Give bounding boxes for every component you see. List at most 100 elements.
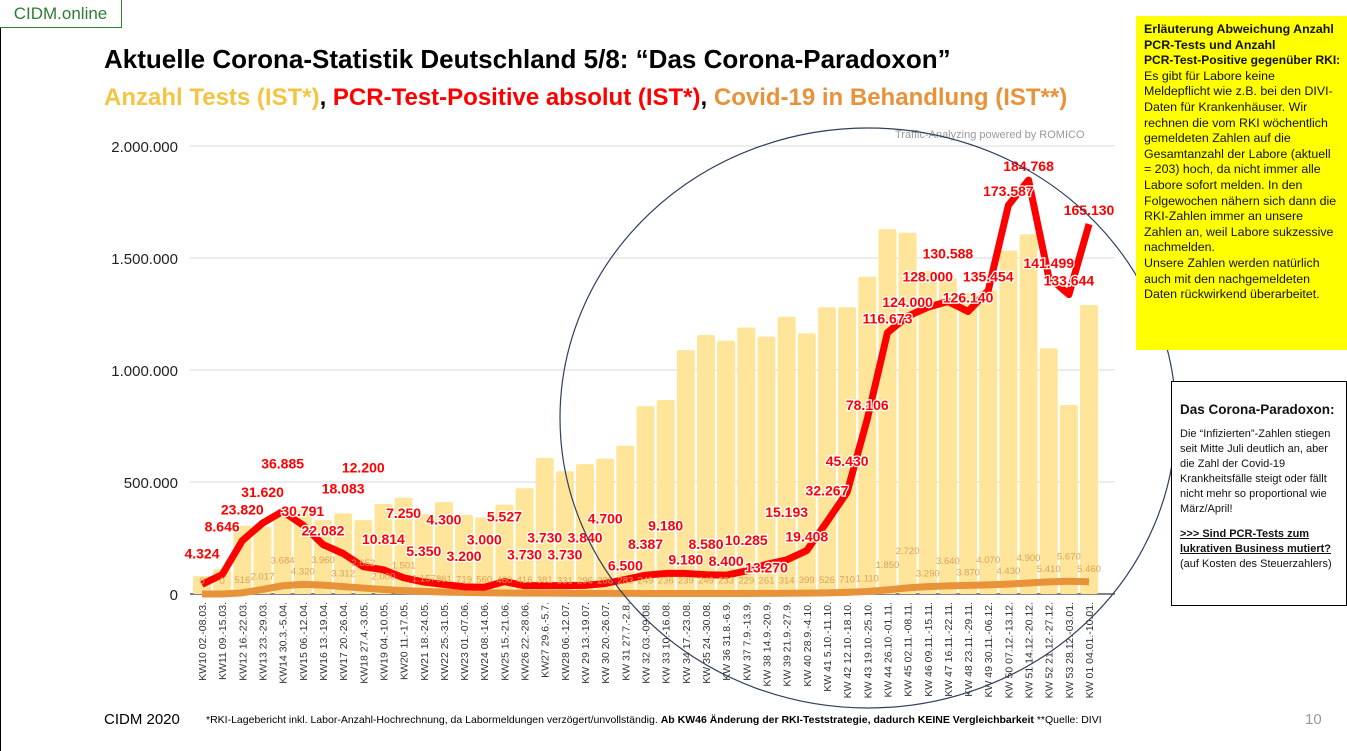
legend-treatment: Covid-19 in Behandlung (IST**)	[713, 84, 1068, 111]
paradox-heading: Das Corona-Paradoxon:	[1180, 402, 1335, 417]
data-label-positives: 141.499	[1023, 255, 1074, 271]
x-tick-label: KW 41 5.10.-11.10.	[822, 602, 834, 692]
data-label-treatment: 460	[496, 575, 512, 586]
data-label-positives: 5.350	[406, 543, 441, 559]
x-tick-label: KW14 30.3.-5.04.	[278, 602, 290, 684]
data-label-treatment: 861	[436, 574, 452, 585]
data-label-positives: 126.140	[943, 289, 994, 305]
note-body-2: Unsere Zahlen werden natürlich auch mit …	[1144, 255, 1320, 302]
bar-tests	[918, 270, 937, 594]
data-label-treatment: 236	[658, 575, 674, 586]
y-tick-label: 1.000.000	[111, 363, 178, 380]
paradox-aside: (auf Kosten des Steuerzahlers)	[1180, 558, 1332, 570]
x-tick-label: KW 48 23.11.-29.11.	[963, 602, 975, 697]
data-label-treatment: 5.460	[1077, 564, 1101, 575]
data-label-treatment: 4.070	[976, 555, 1000, 566]
data-label-treatment: 0	[220, 576, 225, 587]
x-tick-label: KW17 20.-26.04.	[338, 602, 350, 681]
y-tick-label: 0	[170, 587, 178, 604]
bar-tests	[1019, 234, 1038, 595]
data-label-positives: 30.791	[281, 503, 324, 519]
data-label-positives: 3.840	[568, 529, 603, 545]
x-tick-label: KW24 08.-14.06.	[479, 602, 491, 681]
bar-tests	[697, 335, 715, 594]
note-heading-3: PCR-Test-Positive gegenüber RKI:	[1144, 53, 1341, 68]
x-tick-label: KW 31 27.7.-2.8.	[620, 602, 632, 681]
data-label-positives: 135.454	[963, 269, 1014, 285]
data-label-treatment: 296	[577, 575, 593, 586]
x-tick-label: KW 33 10.-16.08.	[661, 602, 673, 684]
explanation-note: Erläuterung Abweichung Anzahl PCR-Tests …	[1136, 16, 1347, 350]
data-label-positives: 116.673	[863, 311, 913, 327]
bar-tests	[1059, 404, 1078, 594]
y-tick-label: 2.000.000	[111, 139, 178, 156]
data-label-positives: 8.646	[205, 519, 240, 535]
data-label-treatment: 314	[779, 575, 795, 586]
data-label-positives: 10.814	[362, 531, 405, 547]
bar-tests	[555, 471, 574, 594]
x-tick-label: KW19 04.-10.05.	[378, 602, 390, 681]
note-heading-2: PCR-Tests und Anzahl	[1144, 37, 1276, 52]
bar-tests	[717, 340, 736, 594]
footnote-end: **Quelle: DIVI	[1033, 714, 1102, 726]
footnote-plain: *RKI-Lagebericht inkl. Labor-Anzahl-Hoch…	[206, 714, 661, 726]
data-label-treatment: 229	[738, 575, 754, 586]
data-label-positives: 133.644	[1044, 273, 1095, 289]
bar-tests	[434, 501, 453, 594]
x-tick-label: KW13 23.-29.03.	[257, 602, 269, 681]
data-label-positives: 9.180	[668, 551, 703, 567]
data-label-positives: 18.083	[322, 480, 365, 496]
bar-tests	[616, 445, 635, 594]
data-label-positives: 45.430	[826, 453, 869, 469]
data-label-treatment: 249	[698, 575, 714, 586]
bar-tests	[656, 400, 675, 594]
data-label-treatment: 710	[839, 574, 855, 585]
data-label-positives: 8.580	[688, 536, 723, 552]
line-treatment	[202, 577, 1090, 598]
data-label-treatment: 1.157	[412, 573, 436, 584]
x-tick-label: KW 53 28.12.-03.01.	[1064, 602, 1076, 698]
bar-tests	[979, 290, 998, 594]
data-label-treatment: 381	[537, 575, 553, 586]
data-label-treatment: 1.850	[876, 560, 900, 571]
data-label-treatment: 1.110	[856, 574, 879, 585]
data-label-positives: 22.082	[302, 523, 345, 539]
x-tick-label: KW 52 21.12.-27.12.	[1044, 602, 1056, 698]
y-tick-label: 1.500.000	[111, 251, 178, 268]
data-label-positives: 4.300	[426, 511, 461, 527]
data-label-treatment: 288	[597, 575, 613, 586]
data-label-treatment: 249	[638, 575, 654, 586]
x-tick-label: KW22 25.-31.05.	[439, 602, 451, 681]
x-tick-label: KW11 09.-15.03.	[217, 602, 229, 680]
x-tick-label: KW21 18.-24.05.	[419, 602, 431, 681]
bar-tests	[858, 276, 877, 594]
data-label-positives: 32.267	[806, 483, 849, 499]
data-label-positives: 7.250	[386, 505, 421, 521]
data-label-treatment: 261	[759, 575, 775, 586]
footnote-bold: Ab KW46 Änderung der RKI-Teststrategie, …	[660, 714, 1034, 726]
footnote: *RKI-Lagebericht inkl. Labor-Anzahl-Hoch…	[206, 714, 1102, 726]
data-label-treatment: 239	[678, 575, 694, 586]
x-tick-label: KW 42 12.10.-18.10.	[842, 602, 854, 698]
data-label-positives: 3.730	[547, 547, 582, 563]
line-positives	[200, 176, 1093, 591]
x-tick-label: KW 29 13.-19.07.	[580, 602, 592, 684]
x-tick-label: KW26 22.-28.06.	[520, 602, 532, 681]
bar-tests	[737, 327, 756, 594]
data-label-positives: 13.270	[745, 559, 788, 575]
x-tick-label: KW25 15.-21.06.	[499, 602, 511, 681]
bar-tests	[757, 336, 776, 594]
note-body: Es gibt für Labore keine Meldepflicht wi…	[1144, 68, 1337, 255]
bar-tests	[898, 232, 917, 595]
paradox-body: Die “Infizierten”-Zahlen stiegen seit Mi…	[1180, 428, 1331, 515]
x-tick-label: KW 35 24.-30.08.	[701, 602, 713, 684]
x-tick-label: KW 51 14.12.-20.12.	[1024, 602, 1036, 698]
data-label-treatment: 3.960	[311, 555, 335, 566]
data-label-treatment: 3.312	[331, 569, 355, 580]
x-tick-label: KW 45 02.11.-08.11.	[903, 602, 915, 697]
data-label-treatment: 526	[819, 575, 835, 586]
bar-tests	[515, 488, 534, 594]
x-tick-label: KW16 13.-19.04.	[318, 602, 330, 681]
data-label-positives: 3.000	[467, 531, 502, 547]
